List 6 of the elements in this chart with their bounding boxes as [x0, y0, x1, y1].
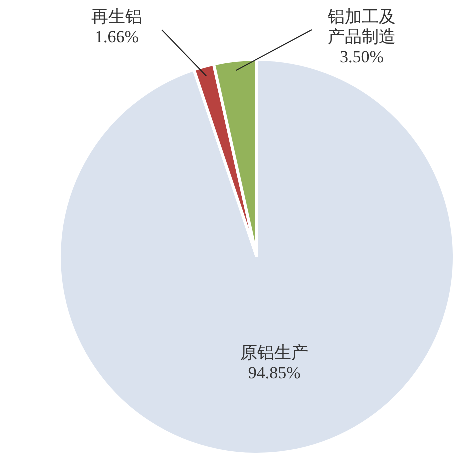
data-label: 1.66% [95, 27, 139, 46]
slice-label: 原铝生产 [240, 344, 309, 363]
data-label: 3.50% [340, 47, 384, 66]
data-label: 94.85% [248, 364, 301, 383]
slice-label: 再生铝 [92, 7, 142, 26]
slice-label: 铝加工及产品制造 [327, 7, 396, 46]
